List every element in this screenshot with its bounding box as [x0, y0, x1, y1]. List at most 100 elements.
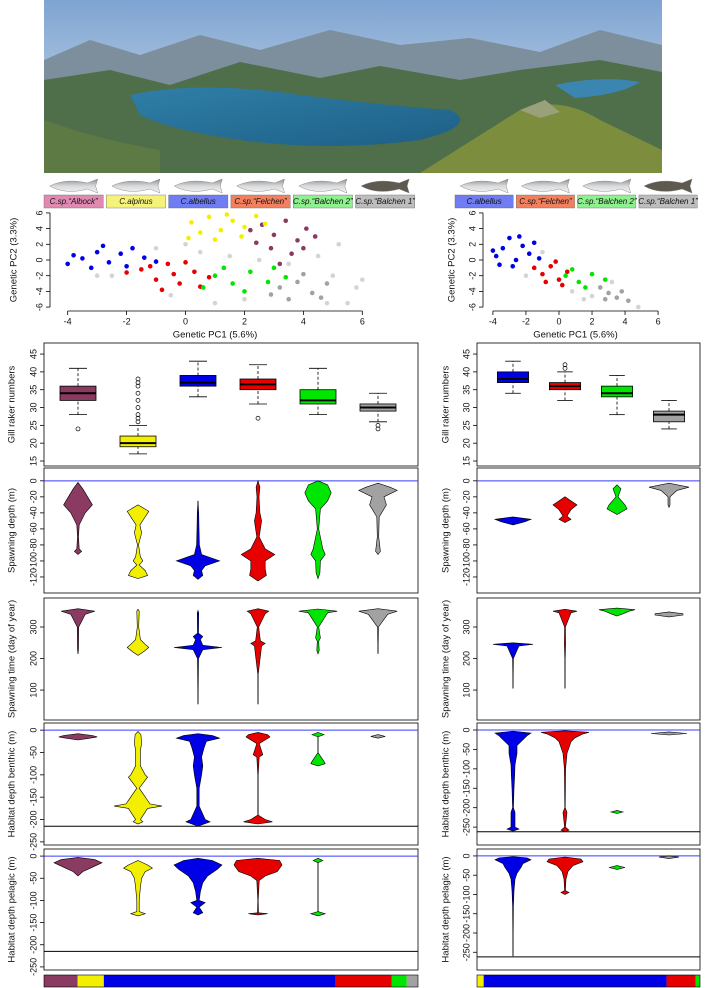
- scatter-point: [230, 281, 235, 286]
- outlier: [135, 376, 141, 382]
- y-tick-label: -100: [461, 552, 471, 570]
- scatter-point: [197, 249, 203, 255]
- y-tick-label: 200: [461, 651, 471, 666]
- scatter-point: [312, 234, 318, 239]
- y-tick-label: 25: [461, 420, 471, 430]
- species-label: C.alpinus: [119, 197, 152, 206]
- y-tick-label: -150: [28, 914, 38, 932]
- y-tick-label: -20: [28, 490, 38, 503]
- outlier: [135, 415, 141, 421]
- scatter-point: [324, 281, 330, 286]
- scatter-point: [230, 218, 235, 224]
- violin: [58, 733, 98, 741]
- y-tick-label: 100: [28, 683, 38, 698]
- species-label-box: [355, 194, 415, 209]
- violin: [298, 608, 338, 655]
- violin: [658, 855, 680, 859]
- y-tick-label: 0: [34, 257, 44, 262]
- species-label-box: [230, 194, 291, 209]
- scatter-point: [497, 262, 502, 268]
- y-tick-label: 4: [467, 226, 477, 231]
- scatter-point: [523, 273, 529, 278]
- scatter-point: [324, 300, 330, 306]
- scatter-point: [493, 253, 499, 259]
- y-tick-label: 30: [461, 403, 471, 413]
- y-tick-label: -250: [28, 833, 38, 851]
- x-tick-label: 0: [556, 316, 561, 326]
- scatter-point: [500, 245, 506, 251]
- scatter-point: [510, 263, 516, 269]
- scatter-point: [626, 298, 631, 304]
- scatter-point: [94, 273, 100, 278]
- fish-body: [521, 178, 570, 194]
- scatter-point: [540, 271, 545, 277]
- violin: [126, 504, 150, 579]
- violin: [608, 865, 626, 870]
- y-tick-label: -80: [28, 538, 38, 551]
- y-tick-label: -4: [34, 287, 44, 295]
- scatter-point: [218, 227, 224, 233]
- outlier: [135, 380, 141, 385]
- scatter-point: [295, 238, 300, 243]
- y-tick-label: 0: [467, 257, 477, 262]
- x-axis-title: Genetic PC1 (5.6%): [533, 330, 617, 341]
- y-tick-label: -80: [461, 538, 471, 551]
- y-tick-label: 35: [28, 385, 38, 395]
- scatter-point: [139, 267, 144, 272]
- violin: [113, 731, 163, 825]
- fish-image: [643, 178, 693, 194]
- fish-body: [111, 178, 161, 194]
- species-label: C.sp.“Balchen 1”: [355, 197, 415, 206]
- scatter-point: [283, 218, 289, 224]
- box: [119, 435, 157, 448]
- scatter-point: [212, 300, 218, 306]
- y-tick-label: 0: [461, 478, 471, 483]
- scatter-point: [277, 261, 283, 267]
- scatter-point: [168, 293, 174, 298]
- scatter-point: [540, 249, 545, 255]
- plot-frame: [476, 467, 701, 594]
- proportion-segment: [335, 975, 392, 987]
- scatter-point: [153, 245, 159, 251]
- fish-image: [582, 178, 632, 194]
- scatter-point: [548, 263, 554, 269]
- fish-image: [360, 178, 410, 194]
- outlier: [562, 362, 568, 368]
- scatter-point: [186, 235, 191, 241]
- y-tick-label: 35: [461, 385, 471, 395]
- violin: [53, 857, 103, 877]
- species-label-box: [106, 194, 166, 209]
- photo-peak: [520, 100, 560, 118]
- proportion-segment: [103, 975, 336, 987]
- species-label-box: [516, 194, 575, 209]
- y-tick-label: -150: [461, 779, 471, 797]
- scatter-point: [256, 257, 262, 263]
- y-tick-label: -120: [28, 568, 38, 586]
- y-tick-label: -50: [28, 746, 38, 759]
- species-label: C.sp.“Balchen 2”: [293, 197, 353, 206]
- violin: [358, 482, 398, 555]
- scatter-point: [177, 281, 182, 286]
- violin: [493, 516, 533, 526]
- box: [179, 375, 217, 387]
- fish-body: [582, 178, 632, 194]
- scatter-point: [609, 279, 615, 285]
- y-axis-title: Habitat depth pelagic (m): [7, 856, 18, 962]
- scatter-point: [242, 296, 247, 302]
- scatter-point: [295, 279, 300, 285]
- violin: [173, 609, 223, 705]
- fish-body: [298, 178, 348, 194]
- scatter-point: [286, 261, 291, 267]
- outlier: [255, 415, 261, 421]
- y-tick-label: 20: [28, 438, 38, 448]
- y-axis-title: Spawning time (day of year): [7, 600, 18, 718]
- y-tick-label: 300: [28, 619, 38, 634]
- scatter-point: [262, 221, 268, 227]
- scatter-point: [589, 293, 595, 299]
- scatter-point: [224, 212, 230, 217]
- y-axis-title: Habitat depth benthic (m): [441, 731, 452, 838]
- scatter-point: [242, 224, 247, 230]
- x-tick-label: 6: [656, 316, 661, 326]
- x-tick-label: -4: [489, 316, 497, 326]
